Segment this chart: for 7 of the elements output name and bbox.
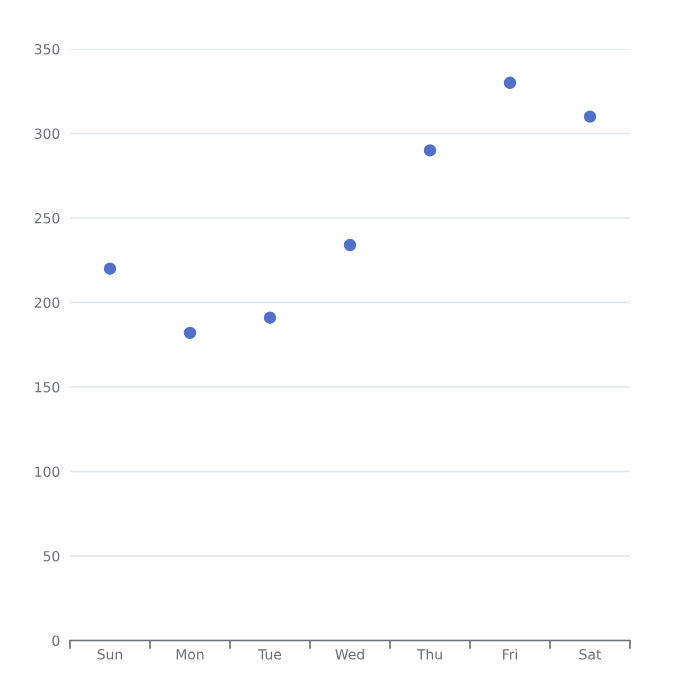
point bbox=[583, 110, 597, 123]
point bbox=[263, 311, 277, 324]
point bbox=[103, 262, 117, 275]
point bbox=[343, 238, 357, 252]
point bbox=[183, 326, 197, 340]
point bbox=[423, 144, 437, 157]
point bbox=[503, 76, 517, 89]
